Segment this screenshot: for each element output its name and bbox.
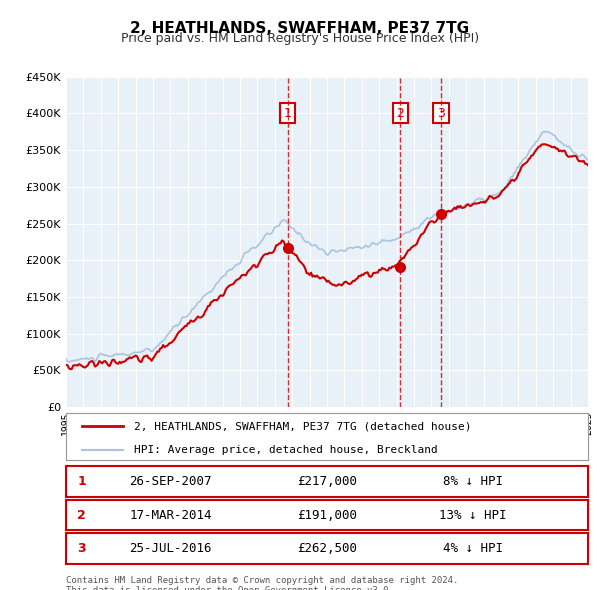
Text: 25-JUL-2016: 25-JUL-2016	[129, 542, 212, 555]
Text: 1: 1	[77, 475, 86, 488]
Text: 13% ↓ HPI: 13% ↓ HPI	[439, 509, 507, 522]
Text: 26-SEP-2007: 26-SEP-2007	[129, 475, 212, 488]
Text: 1: 1	[284, 107, 292, 120]
Text: 2: 2	[77, 509, 86, 522]
Text: 8% ↓ HPI: 8% ↓ HPI	[443, 475, 503, 488]
Text: 2, HEATHLANDS, SWAFFHAM, PE37 7TG: 2, HEATHLANDS, SWAFFHAM, PE37 7TG	[130, 21, 470, 35]
Text: Contains HM Land Registry data © Crown copyright and database right 2024.
This d: Contains HM Land Registry data © Crown c…	[66, 576, 458, 590]
Text: 17-MAR-2014: 17-MAR-2014	[129, 509, 212, 522]
Text: 4% ↓ HPI: 4% ↓ HPI	[443, 542, 503, 555]
Text: 3: 3	[437, 107, 445, 120]
Text: £262,500: £262,500	[297, 542, 357, 555]
Text: £217,000: £217,000	[297, 475, 357, 488]
Text: 3: 3	[77, 542, 86, 555]
Text: 2: 2	[397, 107, 404, 120]
Text: £191,000: £191,000	[297, 509, 357, 522]
Text: HPI: Average price, detached house, Breckland: HPI: Average price, detached house, Brec…	[134, 445, 437, 455]
Text: Price paid vs. HM Land Registry's House Price Index (HPI): Price paid vs. HM Land Registry's House …	[121, 32, 479, 45]
Text: 2, HEATHLANDS, SWAFFHAM, PE37 7TG (detached house): 2, HEATHLANDS, SWAFFHAM, PE37 7TG (detac…	[134, 421, 472, 431]
